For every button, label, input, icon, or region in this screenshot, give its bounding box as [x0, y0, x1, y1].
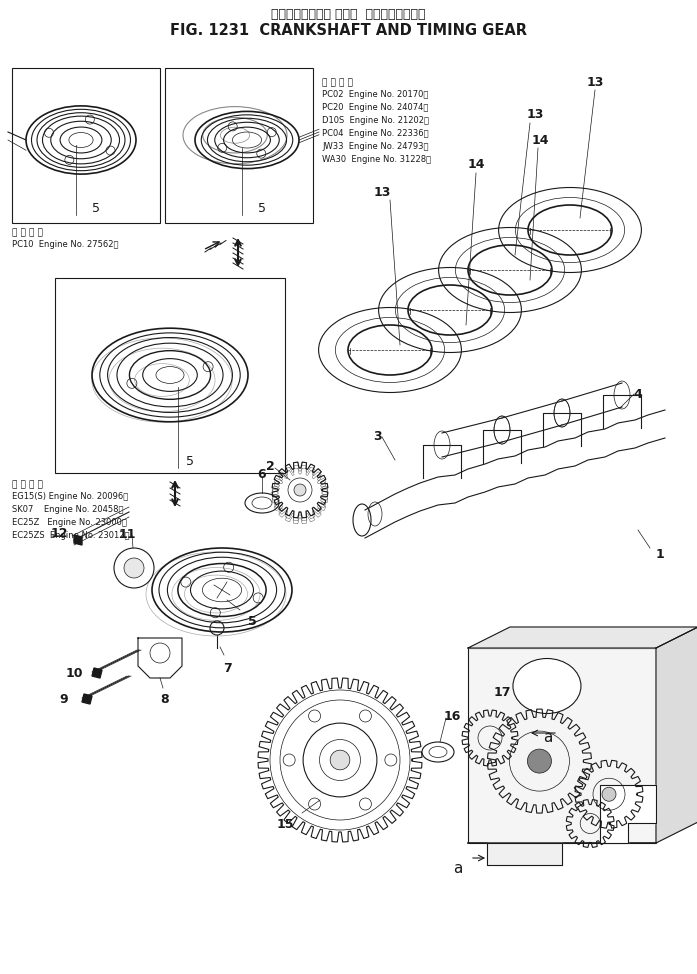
Circle shape — [330, 750, 350, 769]
Text: 10: 10 — [66, 667, 83, 680]
Text: クランクシャフト および  タイミングギヤー: クランクシャフト および タイミングギヤー — [271, 8, 426, 21]
Text: 9: 9 — [60, 693, 68, 706]
Text: 1: 1 — [656, 548, 664, 561]
Circle shape — [528, 749, 551, 773]
Text: 11: 11 — [118, 528, 136, 541]
Text: 14: 14 — [467, 159, 484, 171]
Text: 12: 12 — [50, 527, 68, 540]
Text: 適 用 号 機: 適 用 号 機 — [12, 480, 43, 489]
Text: EC25ZS  Engine No. 23012～: EC25ZS Engine No. 23012～ — [12, 531, 130, 540]
Polygon shape — [656, 627, 697, 843]
Circle shape — [602, 787, 616, 802]
Text: FIG. 1231  CRANKSHAFT AND TIMING GEAR: FIG. 1231 CRANKSHAFT AND TIMING GEAR — [170, 23, 527, 38]
Text: 5: 5 — [186, 455, 194, 468]
Polygon shape — [487, 843, 562, 865]
Text: 13: 13 — [586, 76, 604, 89]
Text: 8: 8 — [161, 693, 169, 706]
Ellipse shape — [513, 658, 581, 714]
Text: SK07    Engine No. 20458～: SK07 Engine No. 20458～ — [12, 505, 123, 514]
Bar — [468, 648, 656, 843]
Polygon shape — [599, 784, 656, 843]
Text: 5: 5 — [247, 615, 256, 628]
Polygon shape — [74, 535, 82, 545]
Text: JW33  Engine No. 24793～: JW33 Engine No. 24793～ — [322, 142, 429, 151]
Text: 6: 6 — [258, 468, 266, 481]
Text: a: a — [544, 730, 553, 745]
Text: a: a — [454, 861, 463, 876]
Text: 17: 17 — [493, 686, 511, 699]
Text: 4: 4 — [634, 388, 643, 401]
Bar — [12, 68, 160, 223]
Circle shape — [124, 558, 144, 578]
Text: PC10  Engine No. 27562～: PC10 Engine No. 27562～ — [12, 240, 118, 249]
Text: D10S  Engine No. 21202～: D10S Engine No. 21202～ — [322, 116, 429, 125]
Text: 適 用 号 機: 適 用 号 機 — [322, 78, 353, 87]
Text: PC04  Engine No. 22336～: PC04 Engine No. 22336～ — [322, 129, 429, 138]
Text: 13: 13 — [374, 185, 391, 199]
Text: 13: 13 — [526, 108, 544, 122]
Text: 7: 7 — [222, 662, 231, 675]
Text: PC02  Engine No. 20170～: PC02 Engine No. 20170～ — [322, 90, 429, 99]
Bar — [55, 278, 285, 473]
Text: 14: 14 — [531, 133, 549, 146]
Text: 適 用 号 機: 適 用 号 機 — [12, 228, 43, 237]
Text: 5: 5 — [258, 202, 266, 215]
Text: 16: 16 — [443, 710, 461, 723]
Polygon shape — [468, 627, 697, 648]
Text: 15: 15 — [276, 818, 293, 831]
Text: WA30  Engine No. 31228～: WA30 Engine No. 31228～ — [322, 155, 431, 164]
Text: 5: 5 — [92, 202, 100, 215]
Text: 2: 2 — [266, 460, 275, 473]
Circle shape — [294, 484, 306, 496]
Text: PC20  Engine No. 24074～: PC20 Engine No. 24074～ — [322, 103, 429, 112]
Polygon shape — [92, 668, 102, 678]
Text: EC25Z   Engine No. 23000～: EC25Z Engine No. 23000～ — [12, 518, 127, 527]
Bar — [165, 68, 313, 223]
Text: EG15(S) Engine No. 20096～: EG15(S) Engine No. 20096～ — [12, 492, 128, 501]
Text: 3: 3 — [374, 430, 383, 443]
Polygon shape — [82, 694, 92, 704]
